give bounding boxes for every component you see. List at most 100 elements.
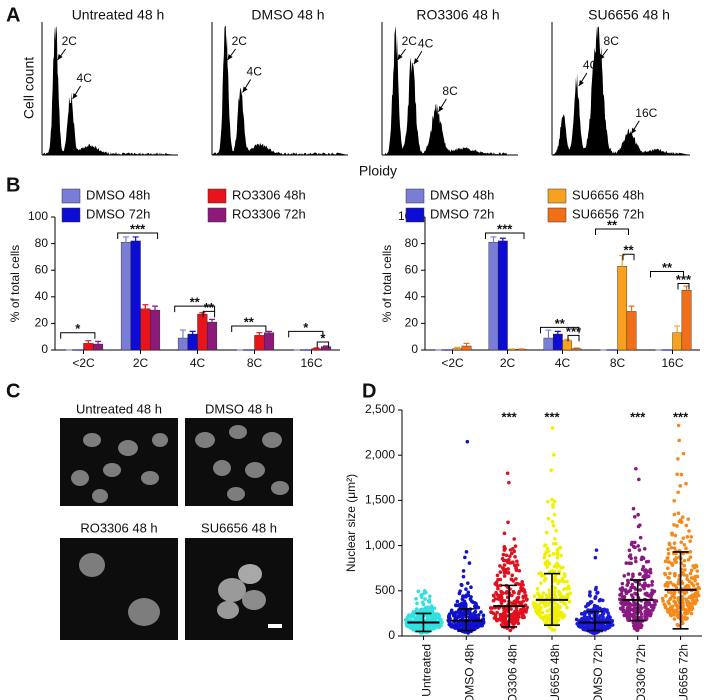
dot <box>681 571 685 575</box>
bar <box>562 340 573 351</box>
dot <box>538 605 543 610</box>
dot <box>562 587 566 592</box>
y-tick-label: 100 <box>28 209 48 223</box>
dot-cloud <box>488 471 529 633</box>
histogram-shape <box>382 26 518 155</box>
legend-label: DMSO 48h <box>86 187 150 202</box>
error-bar <box>313 347 320 349</box>
significance-bracket <box>202 310 216 318</box>
dot <box>499 595 504 600</box>
dot <box>592 606 596 611</box>
dot <box>498 577 503 582</box>
dot <box>481 619 486 624</box>
dot-cloud <box>618 466 659 633</box>
histogram-title: DMSO 48 h <box>251 7 324 23</box>
peak-label: 4C <box>77 71 93 85</box>
dot <box>543 562 548 567</box>
significance-label: ** <box>607 217 618 232</box>
dot <box>601 623 605 628</box>
dot <box>674 560 679 564</box>
error-bar <box>674 325 681 333</box>
dot <box>464 550 469 554</box>
dot <box>634 466 638 471</box>
y-tick-label: 2,000 <box>365 447 395 461</box>
legend-label: DMSO 72h <box>86 206 150 221</box>
dot <box>535 609 540 613</box>
dot <box>521 606 526 610</box>
dot <box>596 625 601 630</box>
dot-cloud <box>531 426 573 632</box>
dot <box>624 561 629 565</box>
dot <box>630 540 634 545</box>
dot <box>521 583 525 587</box>
dot <box>427 598 432 602</box>
micrographs <box>60 418 293 640</box>
dot <box>559 553 563 558</box>
dot <box>447 614 451 618</box>
dot <box>666 599 670 604</box>
dot <box>588 590 592 594</box>
dot <box>622 602 627 607</box>
dot <box>650 583 654 587</box>
peak-label: 2C <box>402 34 418 48</box>
dot <box>429 608 434 613</box>
dot <box>551 523 556 528</box>
dot <box>689 568 694 573</box>
dot <box>544 530 549 535</box>
dot <box>673 608 677 613</box>
legend-swatch <box>61 207 81 223</box>
dot <box>520 580 525 584</box>
dot <box>563 574 567 578</box>
dot <box>410 626 415 631</box>
dot <box>565 586 570 591</box>
dot <box>676 581 681 586</box>
dot <box>646 608 651 612</box>
dot <box>653 602 657 607</box>
dot <box>680 599 685 603</box>
dot <box>684 546 688 551</box>
dot <box>550 520 555 524</box>
dot <box>544 601 548 606</box>
y-tick-label: 0 <box>388 628 395 642</box>
dot <box>689 611 694 616</box>
y-axis-label: % of total cells <box>8 245 22 322</box>
dot <box>629 556 633 561</box>
dot <box>648 570 653 575</box>
dot <box>688 571 693 576</box>
arrow-head <box>438 105 444 112</box>
y-tick-label: 80 <box>405 236 419 250</box>
dot <box>513 544 518 548</box>
dot <box>495 573 500 578</box>
dot <box>503 618 508 622</box>
dot <box>689 535 694 539</box>
dot <box>415 601 419 606</box>
peak-label: 16C <box>635 106 657 120</box>
dot <box>513 617 517 622</box>
dot <box>669 545 674 550</box>
x-tick-label: DMSO 72h <box>591 644 605 700</box>
dot <box>640 567 645 572</box>
dot <box>685 611 690 615</box>
dot <box>666 556 670 560</box>
dot <box>636 524 641 529</box>
dot <box>555 602 559 607</box>
y-tick-label: 60 <box>35 262 49 276</box>
y-tick-label: 1,000 <box>365 538 395 552</box>
panel-label: A <box>6 4 20 26</box>
dot <box>674 585 679 590</box>
y-tick-label: 40 <box>405 289 419 303</box>
dot <box>509 593 514 598</box>
dot <box>633 556 638 560</box>
dot <box>674 556 679 560</box>
bar <box>130 240 141 351</box>
dot <box>521 599 526 603</box>
legend-label: RO3306 72h <box>232 206 306 221</box>
dot <box>676 490 680 495</box>
x-tick-label: 4C <box>555 356 571 370</box>
dot <box>587 616 591 620</box>
bar <box>311 348 322 351</box>
dot <box>629 593 634 597</box>
significance-label: * <box>320 330 326 345</box>
dot <box>679 540 684 545</box>
dot <box>682 590 687 595</box>
